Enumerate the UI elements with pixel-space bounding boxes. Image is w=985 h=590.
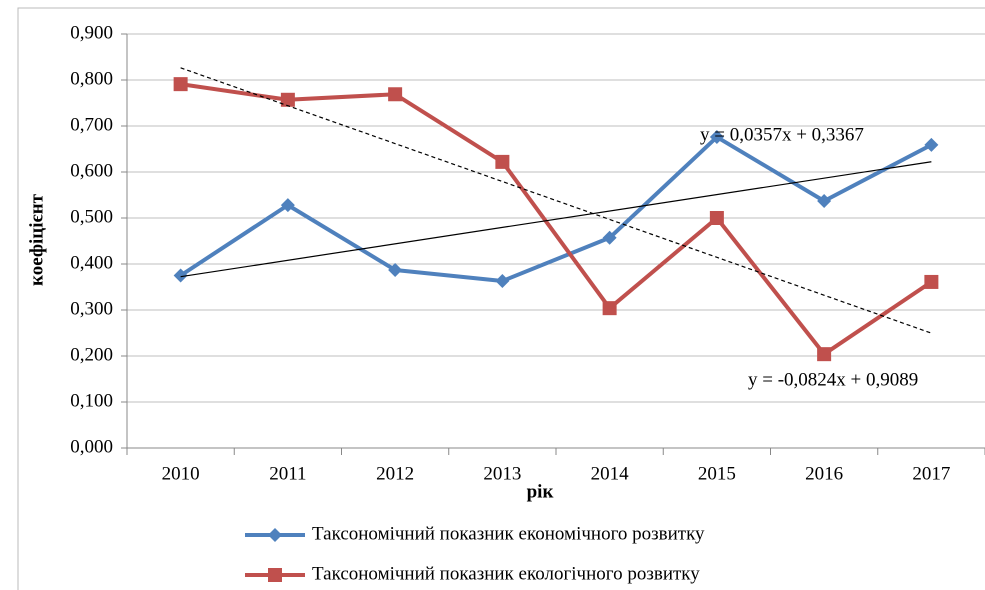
legend-marker [268, 568, 282, 582]
x-tick-label: 2011 [269, 463, 306, 484]
trendline-label: y = -0,0824x + 0,9089 [748, 369, 918, 390]
point [709, 211, 724, 225]
x-tick-label: 2014 [591, 463, 630, 484]
point [924, 137, 939, 152]
trendline [180, 161, 932, 278]
y-axis-title: коефіцієнт [26, 193, 47, 286]
point [709, 130, 724, 145]
legend-marker [268, 528, 282, 542]
x-tick-label: 2012 [376, 463, 414, 484]
x-tick-label: 2016 [805, 463, 843, 484]
series-line [179, 135, 933, 284]
y-tick-label: 0,000 [70, 436, 113, 457]
y-tick-label: 0,300 [70, 298, 113, 319]
x-tick-label: 2017 [912, 463, 950, 484]
point [280, 198, 295, 213]
point [388, 87, 403, 102]
y-tick-label: 0,200 [70, 344, 113, 365]
point [924, 274, 939, 289]
point [280, 92, 295, 107]
legend-label: Таксономічний показник екологічного розв… [312, 563, 700, 584]
point [602, 230, 617, 245]
y-tick-label: 0,400 [70, 252, 113, 273]
y-tick-label: 0,500 [70, 206, 113, 227]
y-tick-label: 0,800 [70, 68, 113, 89]
point [602, 301, 617, 316]
x-tick-label: 2015 [698, 463, 736, 484]
y-tick-label: 0,900 [70, 22, 113, 43]
x-tick-label: 2010 [162, 463, 200, 484]
point [495, 154, 510, 169]
x-tick-label: 2013 [483, 463, 521, 484]
point [817, 347, 832, 362]
y-tick-label: 0,100 [70, 390, 113, 411]
trendline-label: y = 0,0357x + 0,3367 [700, 124, 864, 145]
point [173, 77, 188, 92]
x-axis-title: рік [527, 481, 554, 502]
y-tick-label: 0,600 [70, 160, 113, 181]
y-tick-label: 0,700 [70, 114, 113, 135]
point [388, 262, 403, 277]
point [173, 268, 188, 283]
chart-frame [17, 7, 985, 590]
legend-label: Таксономічний показник економічного розв… [312, 523, 705, 544]
point [495, 274, 510, 289]
series-line [180, 82, 933, 357]
point [817, 193, 832, 208]
